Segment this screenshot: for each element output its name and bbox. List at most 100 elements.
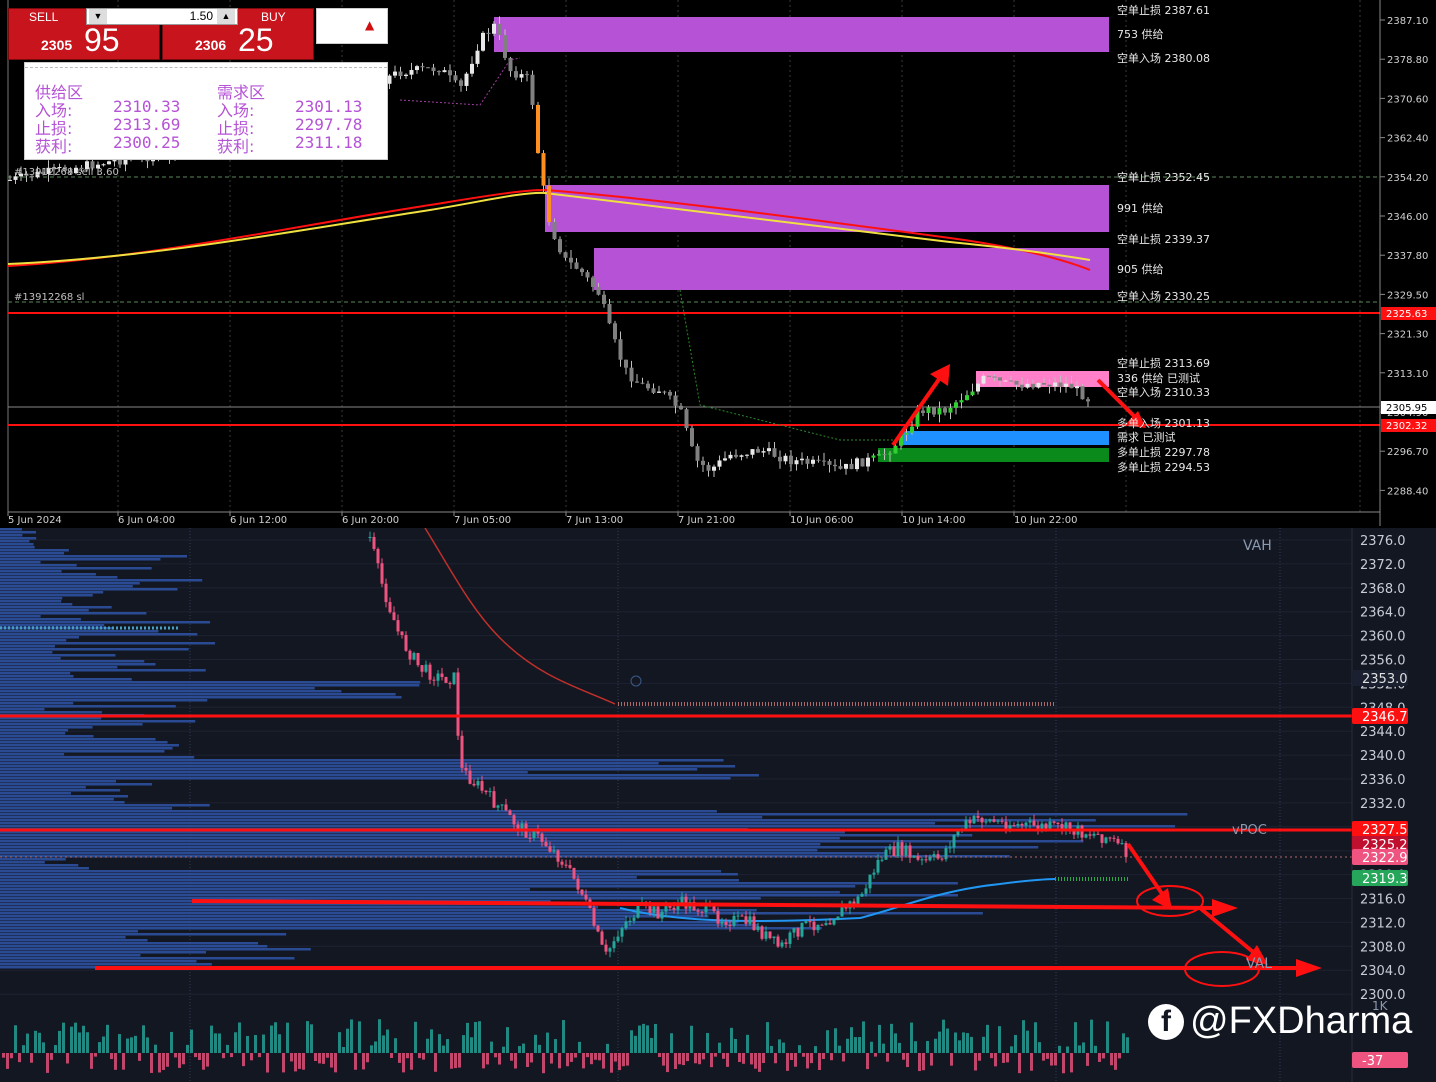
zone-label: 905 供给 [1117, 262, 1164, 276]
mt4-time-tick: 10 Jun 14:00 [902, 515, 966, 526]
sell-price-big: 95 [84, 22, 120, 58]
tag-volume-bg [1352, 1052, 1408, 1068]
mt4-time-tick: 6 Jun 12:00 [230, 515, 287, 526]
mt4-price-tick: 2354.20 [1387, 173, 1428, 184]
demand-entry-value: 2301.13 [295, 97, 363, 116]
mt4-price-tick: 2296.70 [1387, 447, 1428, 458]
zone-label: 336 供给 已测试 [1117, 371, 1200, 385]
tag-2322: 2322.9 [1362, 851, 1408, 866]
demand-entry-label: 入场: [217, 101, 255, 120]
mt4-price-tick: 2313.10 [1387, 369, 1428, 380]
supply-zone-753 [494, 17, 1109, 52]
moving-average-red [7, 188, 1091, 271]
mt4-price-tick: 2321.30 [1387, 330, 1428, 341]
zone-label: 991 供给 [1117, 201, 1164, 215]
tv-price-tick: 2364.0 [1360, 606, 1406, 621]
mt4-time-tick: 7 Jun 05:00 [454, 515, 511, 526]
mt4-time-tick: 7 Jun 21:00 [678, 515, 735, 526]
supply-stop-value: 2313.69 [113, 115, 181, 134]
tv-down-arrow-1 [1126, 842, 1172, 910]
tv-moving-average-red [424, 528, 616, 705]
tag-2346-bg [1352, 708, 1408, 724]
tv-chart-canvas[interactable]: VAH VAL vPOC 2376.0 2372.0 2368.0 2364.0 236… [0, 528, 1436, 1082]
supply-tp-label: 获利: [35, 137, 73, 156]
zone-label: 空单入场 2330.25 [1117, 289, 1210, 303]
supply-zone-991 [545, 185, 1109, 232]
zone-label: 空单入场 2380.08 [1117, 51, 1210, 65]
mt4-chart-panel[interactable]: 空单止损 2387.61 753 供给 空单入场 2380.08 空单止损 2352.… [0, 0, 1436, 526]
mt4-time-tick: 10 Jun 22:00 [1014, 515, 1078, 526]
mt4-time-tick: 7 Jun 13:00 [566, 515, 623, 526]
tv-arrowhead-right-1 [1212, 899, 1238, 917]
facebook-icon: f [1148, 1003, 1184, 1040]
zone-label: 多单止损 2294.53 [1117, 460, 1210, 474]
supply-zone-336-tested [976, 371, 1109, 387]
supply-tp-value: 2300.25 [113, 133, 181, 152]
demand-zone-blue [900, 431, 1109, 445]
lot-size-field[interactable]: ▼ 1.50 ▲ [86, 8, 238, 25]
mt4-price-tick: 2362.40 [1387, 134, 1428, 145]
tv-price-tick: 2372.0 [1360, 558, 1406, 573]
mt4-price-tick: 2288.40 [1387, 486, 1428, 497]
order-label-sl: #13912268 sl [14, 292, 84, 303]
lot-size-value: 1.50 [189, 9, 213, 23]
tag-vpoc-bg [1352, 821, 1408, 837]
sell-price-small: 2305 [41, 37, 73, 53]
collapse-panel-box[interactable]: ▲ [316, 8, 388, 44]
tv-price-tick: 2300.0 [1360, 988, 1406, 1003]
vah-label: VAH [1243, 538, 1272, 554]
mt4-time-axis: 5 Jun 2024 6 Jun 04:00 6 Jun 12:00 6 Jun 20… [7, 512, 1078, 526]
tag-2322-bg [1352, 849, 1408, 865]
tv-vwap-blue [619, 878, 1056, 922]
tag-2325-bg [1352, 836, 1408, 852]
mt4-price-tick: 2337.80 [1387, 251, 1428, 262]
one-click-trade-panel: SELL 2305 95 BUY 2306 25 ▼ 1.50 ▲ [8, 8, 316, 60]
tag-2319-bg [1352, 870, 1408, 886]
tv-price-axis: 2376.02372.02368.02364.02360.02356.02352… [1360, 534, 1406, 1003]
demand-stop-label: 止损: [217, 119, 255, 138]
tv-price-tick: 2368.0 [1360, 582, 1406, 597]
zone-label: 空单止损 2387.61 [1117, 3, 1210, 17]
tv-price-tick: 2316.0 [1360, 893, 1406, 908]
buy-price-big: 25 [238, 22, 274, 58]
mt4-price-tick: 2329.50 [1387, 290, 1428, 301]
up-arrow-annotation [891, 364, 950, 447]
supply-stop-label: 止损: [35, 119, 73, 138]
vpoc-label: vPOC [1232, 823, 1267, 838]
price-tag-red-lower-bg [1381, 419, 1436, 432]
demand-title: 需求区 [217, 83, 266, 102]
zone-label: 753 供给 [1117, 27, 1164, 41]
zone-label: 多单入场 2301.13 [1117, 416, 1210, 430]
supply-title: 供给区 [35, 83, 84, 102]
zone-label: 需求 已测试 [1117, 431, 1176, 444]
lot-increase-button[interactable]: ▲ [217, 9, 235, 24]
supply-entry-label: 入场: [35, 101, 73, 120]
tradingview-chart-panel[interactable]: VAH VAL vPOC 2376.0 2372.0 2368.0 2364.0 236… [0, 528, 1436, 1082]
lot-decrease-button[interactable]: ▼ [89, 9, 107, 24]
triangle-up-icon[interactable]: ▲ [365, 18, 375, 32]
tv-price-tick: 2376.0 [1360, 534, 1406, 549]
mt4-price-tick: 2346.00 [1387, 212, 1428, 223]
tag-poc-level: 2353.0 [1362, 672, 1408, 687]
price-tag-current-bg [1381, 401, 1436, 414]
mt4-time-tick: 10 Jun 06:00 [790, 515, 854, 526]
target-circle-1 [1136, 885, 1204, 917]
volume-unit-label: 1K [1372, 999, 1389, 1013]
watermark: f @FXDharma [1148, 1000, 1412, 1043]
mt4-price-tick: 2387.10 [1387, 16, 1428, 27]
mt4-time-tick: 6 Jun 04:00 [118, 515, 175, 526]
tv-candlesticks [368, 531, 1128, 958]
demand-tp-value: 2311.18 [295, 133, 363, 152]
tv-price-tick: 2360.0 [1360, 630, 1406, 645]
moving-average-yellow [7, 191, 1091, 265]
tag-vpoc: 2327.5 [1362, 823, 1408, 838]
watermark-text: @FXDharma [1190, 1000, 1413, 1042]
order-label-sell: #13912268 sell 3.60 [14, 167, 119, 178]
demand-zone-green [878, 448, 1109, 462]
zone-label: 空单止损 2339.37 [1117, 232, 1210, 246]
supply-entry-value: 2310.33 [113, 97, 181, 116]
tv-price-tick: 2336.0 [1360, 773, 1406, 788]
tv-arrowhead-right-2 [1296, 959, 1322, 977]
buy-price-small: 2306 [195, 37, 227, 53]
